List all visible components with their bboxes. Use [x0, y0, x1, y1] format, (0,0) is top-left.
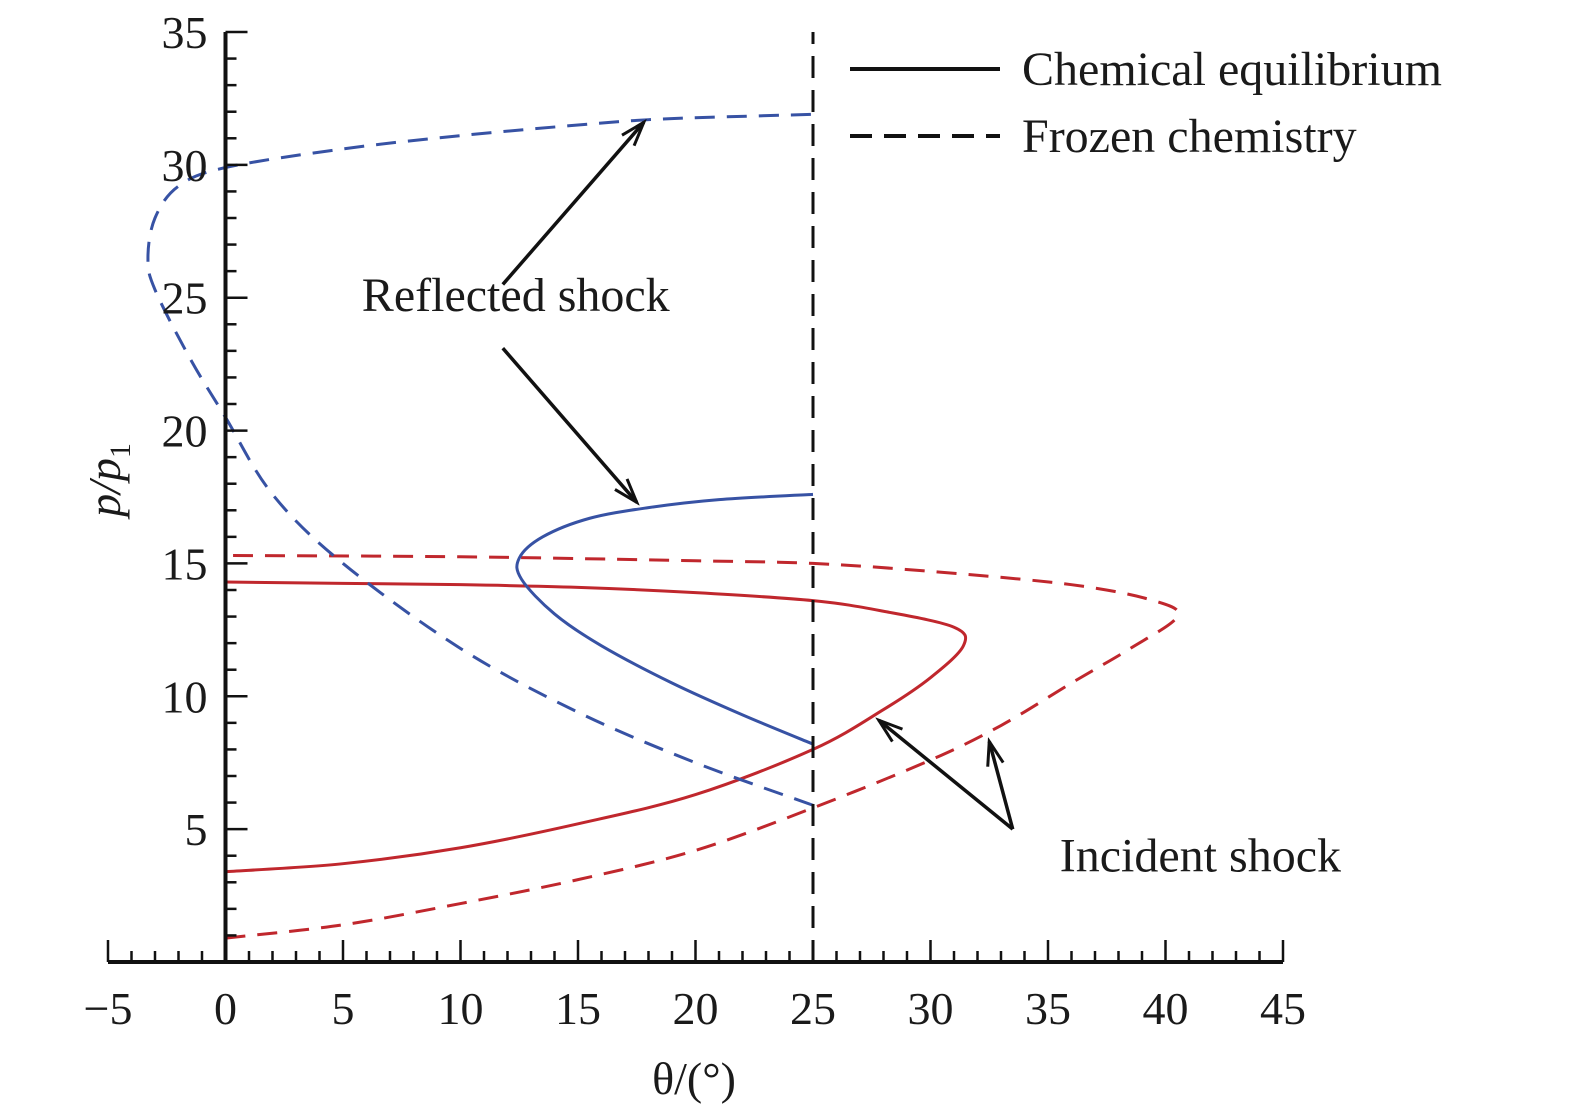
- y-tick-label: 25: [162, 273, 208, 324]
- x-tick-label: 45: [1260, 983, 1306, 1034]
- reflected-shock-frozen-curve: [146, 112, 814, 807]
- svg-text:p/p1: p/p1: [79, 443, 137, 520]
- incident-shock-equilibrium-curve: [225, 580, 968, 874]
- y-tick-label: 30: [162, 140, 208, 191]
- annotation-arrow: [879, 720, 1014, 831]
- annotation-reflected-shock: Reflected shock: [362, 269, 670, 322]
- y-axis-label-subscript: 1: [104, 443, 137, 458]
- x-axis-title: θ/(°): [652, 1053, 736, 1104]
- axes-layer: −5 0 5 10 15 20 25 30 35 40 45 5 10 15 20 25 30 35: [84, 7, 1306, 1034]
- annotation-arrow: [501, 122, 644, 286]
- y-tick-label: 15: [162, 538, 208, 589]
- annotation-layer: Reflected shock Incident shock: [362, 122, 1341, 883]
- annotation-arrow: [501, 347, 637, 502]
- y-axis-title: p/p1: [79, 443, 137, 520]
- x-tick-label: 40: [1143, 983, 1189, 1034]
- y-tick-label: 35: [162, 7, 208, 58]
- annotation-incident-shock: Incident shock: [1060, 830, 1341, 883]
- y-tick-label: 20: [162, 406, 208, 457]
- reflected-shock-equilibrium-curve: [515, 492, 814, 746]
- x-tick-label: 5: [332, 983, 355, 1034]
- x-tick-label: 20: [673, 983, 719, 1034]
- legend-label-equilibrium: Chemical equilibrium: [1022, 43, 1442, 96]
- x-tick-label: 35: [1025, 983, 1071, 1034]
- series-layer: [146, 32, 1180, 962]
- x-tick-label: 30: [908, 983, 954, 1034]
- x-tick-label: 0: [214, 983, 237, 1034]
- x-tick-label: −5: [84, 983, 133, 1034]
- x-tick-label: 15: [555, 983, 601, 1034]
- annotation-arrow: [989, 741, 1015, 830]
- legend: Chemical equilibrium Frozen chemistry: [850, 43, 1442, 163]
- y-axis-label-numerator: p/p: [79, 458, 130, 520]
- incident-shock-frozen-curve: [225, 553, 1180, 940]
- y-tick-label: 5: [185, 804, 208, 855]
- x-tick-label: 25: [790, 983, 836, 1034]
- y-tick-label: 10: [162, 671, 208, 722]
- legend-label-frozen: Frozen chemistry: [1022, 110, 1357, 163]
- x-tick-label: 10: [438, 983, 484, 1034]
